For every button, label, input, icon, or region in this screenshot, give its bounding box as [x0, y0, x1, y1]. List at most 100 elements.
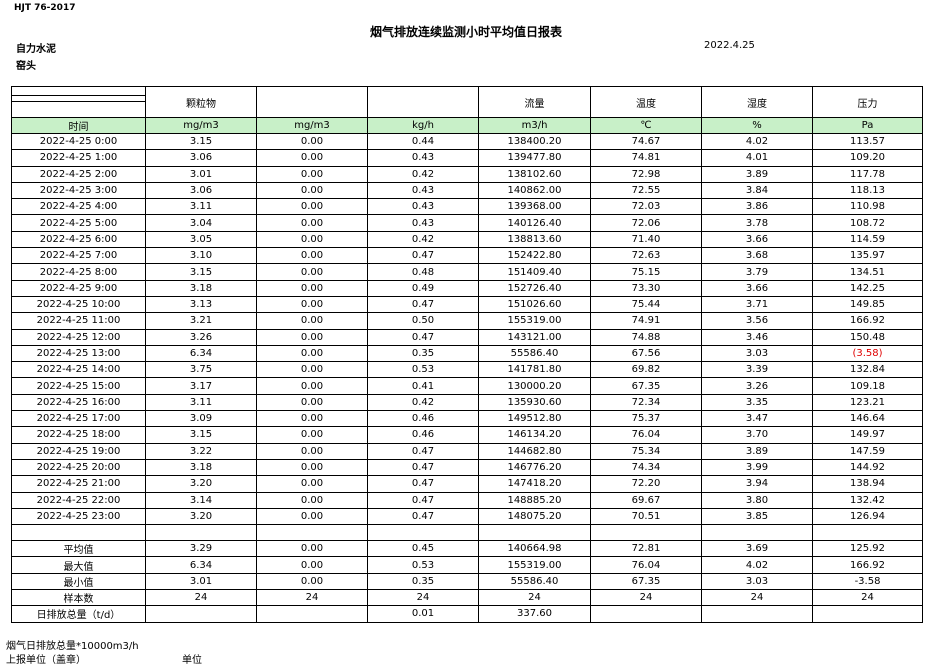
- blank-cell: [11, 524, 146, 542]
- value-cell: 143121.00: [478, 328, 591, 346]
- location: 窑头: [16, 61, 36, 72]
- value-cell: 71.40: [590, 230, 702, 249]
- value-cell: 130000.20: [478, 377, 591, 395]
- value-cell: 147.59: [812, 442, 923, 460]
- data-row: 2022-4-25 14:00 3.75 0.00 0.53 141781.80 69.8…: [11, 361, 923, 379]
- value-cell: 0.00: [256, 263, 368, 281]
- total-note: 烟气日排放总量*10000m3/h: [6, 641, 139, 652]
- value-cell: 150.48: [812, 328, 923, 346]
- column-header: 压力: [812, 86, 923, 118]
- value-cell: 3.09: [145, 410, 257, 428]
- summary-row: 平均值 3.29 0.00 0.45 140664.98 72.81 3.69 125.92: [11, 540, 923, 558]
- unit-cell: %: [701, 117, 813, 134]
- value-cell: 3.94: [701, 475, 813, 493]
- time-cell: 2022-4-25 3:00: [11, 181, 146, 200]
- summary-value: [701, 605, 813, 623]
- value-cell: 146134.20: [478, 426, 591, 444]
- value-cell: 74.91: [590, 312, 702, 330]
- data-row: 2022-4-25 3:00 3.06 0.00 0.43 140862.00 72.55…: [11, 181, 923, 200]
- time-cell: 2022-4-25 23:00: [11, 507, 146, 526]
- summary-value: 3.03: [701, 572, 813, 591]
- summary-value: 24: [812, 589, 923, 607]
- time-cell: 2022-4-25 21:00: [11, 475, 146, 493]
- value-cell: 75.15: [590, 263, 702, 281]
- value-cell: 75.37: [590, 410, 702, 428]
- value-cell: 135930.60: [478, 393, 591, 412]
- value-cell: 140126.40: [478, 214, 591, 232]
- value-cell: 72.06: [590, 214, 702, 232]
- value-cell: 152726.40: [478, 279, 591, 297]
- value-cell: 0.47: [367, 247, 479, 265]
- value-cell: 3.05: [145, 230, 257, 249]
- value-cell: 72.98: [590, 165, 702, 183]
- value-cell: 0.00: [256, 181, 368, 200]
- value-cell: 3.26: [145, 328, 257, 346]
- value-cell: 3.68: [701, 247, 813, 265]
- unit: 单位: [182, 655, 202, 666]
- data-row: 2022-4-25 20:00 3.18 0.00 0.47 146776.20 74.3…: [11, 458, 923, 477]
- time-cell: 2022-4-25 16:00: [11, 393, 146, 412]
- data-row: 2022-4-25 1:00 3.06 0.00 0.43 139477.80 74.81…: [11, 149, 923, 167]
- time-cell: 2022-4-25 1:00: [11, 149, 146, 167]
- value-cell: 3.11: [145, 393, 257, 412]
- data-row: 2022-4-25 4:00 3.11 0.00 0.43 139368.00 72.03…: [11, 198, 923, 216]
- value-cell: 151026.60: [478, 295, 591, 314]
- value-cell: 72.03: [590, 198, 702, 216]
- summary-row: 日排放总量（t/d） 0.01 337.60: [11, 605, 923, 623]
- time-cell: 2022-4-25 15:00: [11, 377, 146, 395]
- value-cell: 0.47: [367, 507, 479, 526]
- value-cell: 6.34: [145, 344, 257, 363]
- value-cell: 134.51: [812, 263, 923, 281]
- value-cell: 0.48: [367, 263, 479, 281]
- summary-value: 72.81: [590, 540, 702, 558]
- value-cell: 0.46: [367, 426, 479, 444]
- value-cell: 149512.80: [478, 410, 591, 428]
- data-row: 2022-4-25 10:00 3.13 0.00 0.47 151026.60 75.4…: [11, 295, 923, 314]
- value-cell: 74.81: [590, 149, 702, 167]
- data-row: 2022-4-25 16:00 3.11 0.00 0.42 135930.60 72.3…: [11, 393, 923, 412]
- value-cell: 73.30: [590, 279, 702, 297]
- data-row: 2022-4-25 0:00 3.15 0.00 0.44 138400.20 74.67…: [11, 132, 923, 151]
- summary-value: 125.92: [812, 540, 923, 558]
- value-cell: 3.80: [701, 491, 813, 509]
- value-cell: 108.72: [812, 214, 923, 232]
- value-cell: 3.20: [145, 475, 257, 493]
- value-cell: 0.00: [256, 442, 368, 460]
- value-cell: 75.44: [590, 295, 702, 314]
- value-cell: 70.51: [590, 507, 702, 526]
- value-cell: 0.00: [256, 458, 368, 477]
- blank-cell: [701, 524, 813, 542]
- unit-cell: mg/m3: [145, 117, 257, 134]
- time-cell: 2022-4-25 10:00: [11, 295, 146, 314]
- value-cell: 75.34: [590, 442, 702, 460]
- value-cell: 0.00: [256, 377, 368, 395]
- value-cell: 3.71: [701, 295, 813, 314]
- blank-cell: [367, 524, 479, 542]
- value-cell: 3.17: [145, 377, 257, 395]
- value-cell: 0.00: [256, 230, 368, 249]
- value-cell: 114.59: [812, 230, 923, 249]
- value-cell: 55586.40: [478, 344, 591, 363]
- summary-label: 日排放总量（t/d）: [11, 605, 146, 623]
- value-cell: 4.01: [701, 149, 813, 167]
- value-cell: 3.11: [145, 198, 257, 216]
- value-cell: 76.04: [590, 426, 702, 444]
- unit-cell: ℃: [590, 117, 702, 134]
- summary-value: 24: [701, 589, 813, 607]
- value-cell: 110.98: [812, 198, 923, 216]
- value-cell: 69.67: [590, 491, 702, 509]
- summary-value: -3.58: [812, 572, 923, 591]
- summary-value: [812, 605, 923, 623]
- value-cell: 0.00: [256, 507, 368, 526]
- value-cell: 3.22: [145, 442, 257, 460]
- value-cell: 146776.20: [478, 458, 591, 477]
- column-header: [367, 86, 479, 118]
- time-cell: 2022-4-25 5:00: [11, 214, 146, 232]
- blank-cell: [478, 524, 591, 542]
- value-cell: 3.46: [701, 328, 813, 346]
- column-header: [256, 86, 368, 118]
- value-cell: 148885.20: [478, 491, 591, 509]
- summary-value: 24: [590, 589, 702, 607]
- value-cell: 0.43: [367, 149, 479, 167]
- value-cell: 0.00: [256, 149, 368, 167]
